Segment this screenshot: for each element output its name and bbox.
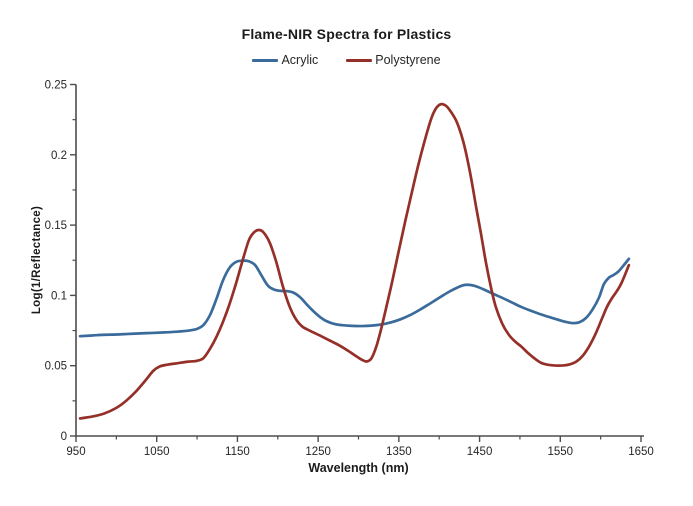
x-tick-label: 1050 (144, 446, 170, 458)
x-tick-label: 950 (66, 446, 85, 458)
legend-item-polystyrene: Polystyrene (346, 53, 441, 67)
acrylic-line-swatch (252, 58, 279, 62)
chart-title: Flame-NIR Spectra for Plastics (241, 26, 452, 42)
chart-legend: Acrylic Polystyrene (0, 53, 693, 67)
x-tick-label: 1150 (225, 446, 250, 458)
y-tick-label: 0 (61, 431, 67, 443)
y-tick-label: 0.2 (51, 150, 67, 162)
acrylic-legend-label: Acrylic (281, 53, 319, 67)
x-tick-label: 1350 (386, 446, 412, 458)
y-tick-label: 0.25 (45, 80, 67, 92)
x-tick-label: 1450 (467, 446, 493, 458)
x-tick-label: 1650 (628, 446, 654, 458)
y-tick-label: 0.1 (51, 290, 67, 302)
x-axis-title: Wavelength (nm) (308, 461, 409, 475)
series-line-acrylic (78, 257, 631, 338)
series-line-polystyrene (78, 102, 631, 420)
y-tick-label: 0.15 (45, 220, 67, 232)
legend-item-acrylic: Acrylic (252, 53, 318, 67)
y-tick-label: 0.05 (45, 361, 67, 373)
polystyrene-legend-label: Polystyrene (375, 53, 441, 67)
x-tick-label: 1250 (305, 446, 331, 458)
polystyrene-line-swatch (346, 58, 373, 62)
x-tick-label: 1550 (547, 446, 573, 458)
y-axis-title: Log(1/Reflectance) (31, 205, 43, 315)
